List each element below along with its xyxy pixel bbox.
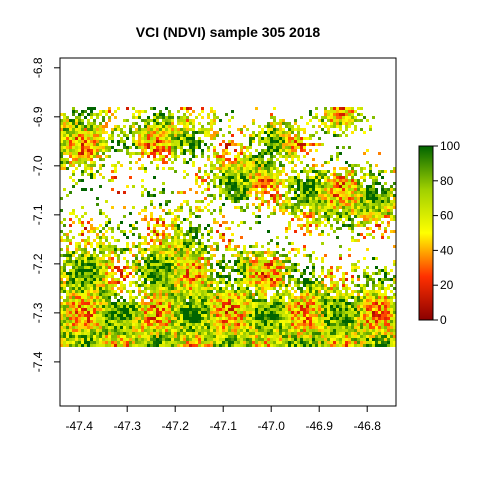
x-tick-label: -47.3 — [114, 419, 142, 433]
colorbar-tick-label: 100 — [440, 139, 460, 153]
colorbar-tick-label: 20 — [440, 278, 454, 292]
chart-title: VCI (NDVI) sample 305 2018 — [136, 24, 321, 40]
x-tick-label: -46.9 — [306, 419, 334, 433]
colorbar-gradient — [419, 146, 433, 320]
y-tick-label: -7.4 — [31, 351, 45, 372]
colorbar-tick-label: 40 — [440, 243, 454, 257]
y-tick-label: -7.3 — [31, 302, 45, 323]
colorbar-tick-label: 80 — [440, 174, 454, 188]
colorbar-tick-label: 0 — [440, 313, 447, 327]
colorbar-tick-label: 60 — [440, 209, 454, 223]
y-axis: -6.8 -6.9 -7.0 -7.1 -7.2 -7.3 -7.4 — [31, 57, 60, 372]
y-tick-label: -7.0 — [31, 155, 45, 176]
x-tick-label: -46.8 — [354, 419, 382, 433]
y-tick-label: -7.2 — [31, 253, 45, 274]
x-tick-label: -47.0 — [258, 419, 286, 433]
y-tick-label: -6.8 — [31, 57, 45, 78]
x-tick-label: -47.4 — [66, 419, 94, 433]
colorbar: 0 20 40 60 80 100 — [419, 139, 460, 327]
x-axis: -47.4 -47.3 -47.2 -47.1 -47.0 -46.9 -46.8 — [66, 406, 382, 433]
vci-raster — [60, 107, 396, 347]
y-tick-label: -6.9 — [31, 106, 45, 127]
x-tick-label: -47.1 — [210, 419, 238, 433]
y-tick-label: -7.1 — [31, 204, 45, 225]
x-tick-label: -47.2 — [162, 419, 190, 433]
